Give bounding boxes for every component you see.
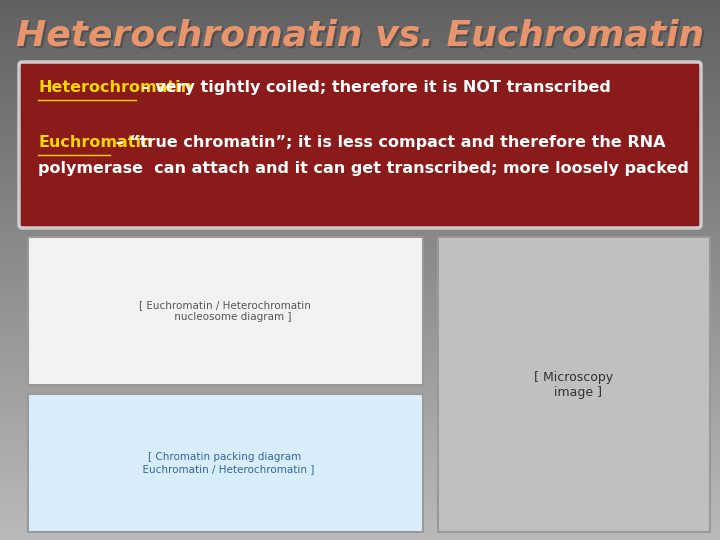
FancyBboxPatch shape [28, 237, 423, 385]
Text: Heterochromatin vs. Euchromatin: Heterochromatin vs. Euchromatin [18, 20, 706, 54]
FancyBboxPatch shape [438, 237, 710, 532]
Text: Heterochromatin vs. Euchromatin: Heterochromatin vs. Euchromatin [16, 18, 704, 52]
Text: – “true chromatin”; it is less compact and therefore the RNA: – “true chromatin”; it is less compact a… [109, 135, 665, 150]
FancyBboxPatch shape [19, 62, 701, 228]
Text: Heterochromatin: Heterochromatin [38, 80, 192, 95]
Text: [ Chromatin packing diagram
  Euchromatin / Heterochromatin ]: [ Chromatin packing diagram Euchromatin … [136, 452, 314, 474]
Text: polymerase  can attach and it can get transcribed; more loosely packed: polymerase can attach and it can get tra… [38, 161, 689, 176]
FancyBboxPatch shape [28, 394, 423, 532]
Text: – very tightly coiled; therefore it is NOT transcribed: – very tightly coiled; therefore it is N… [135, 80, 611, 95]
Text: [ Euchromatin / Heterochromatin
     nucleosome diagram ]: [ Euchromatin / Heterochromatin nucleoso… [139, 300, 311, 322]
Text: Euchromatin: Euchromatin [38, 135, 153, 150]
Text: [ Microscopy
  image ]: [ Microscopy image ] [534, 371, 613, 399]
